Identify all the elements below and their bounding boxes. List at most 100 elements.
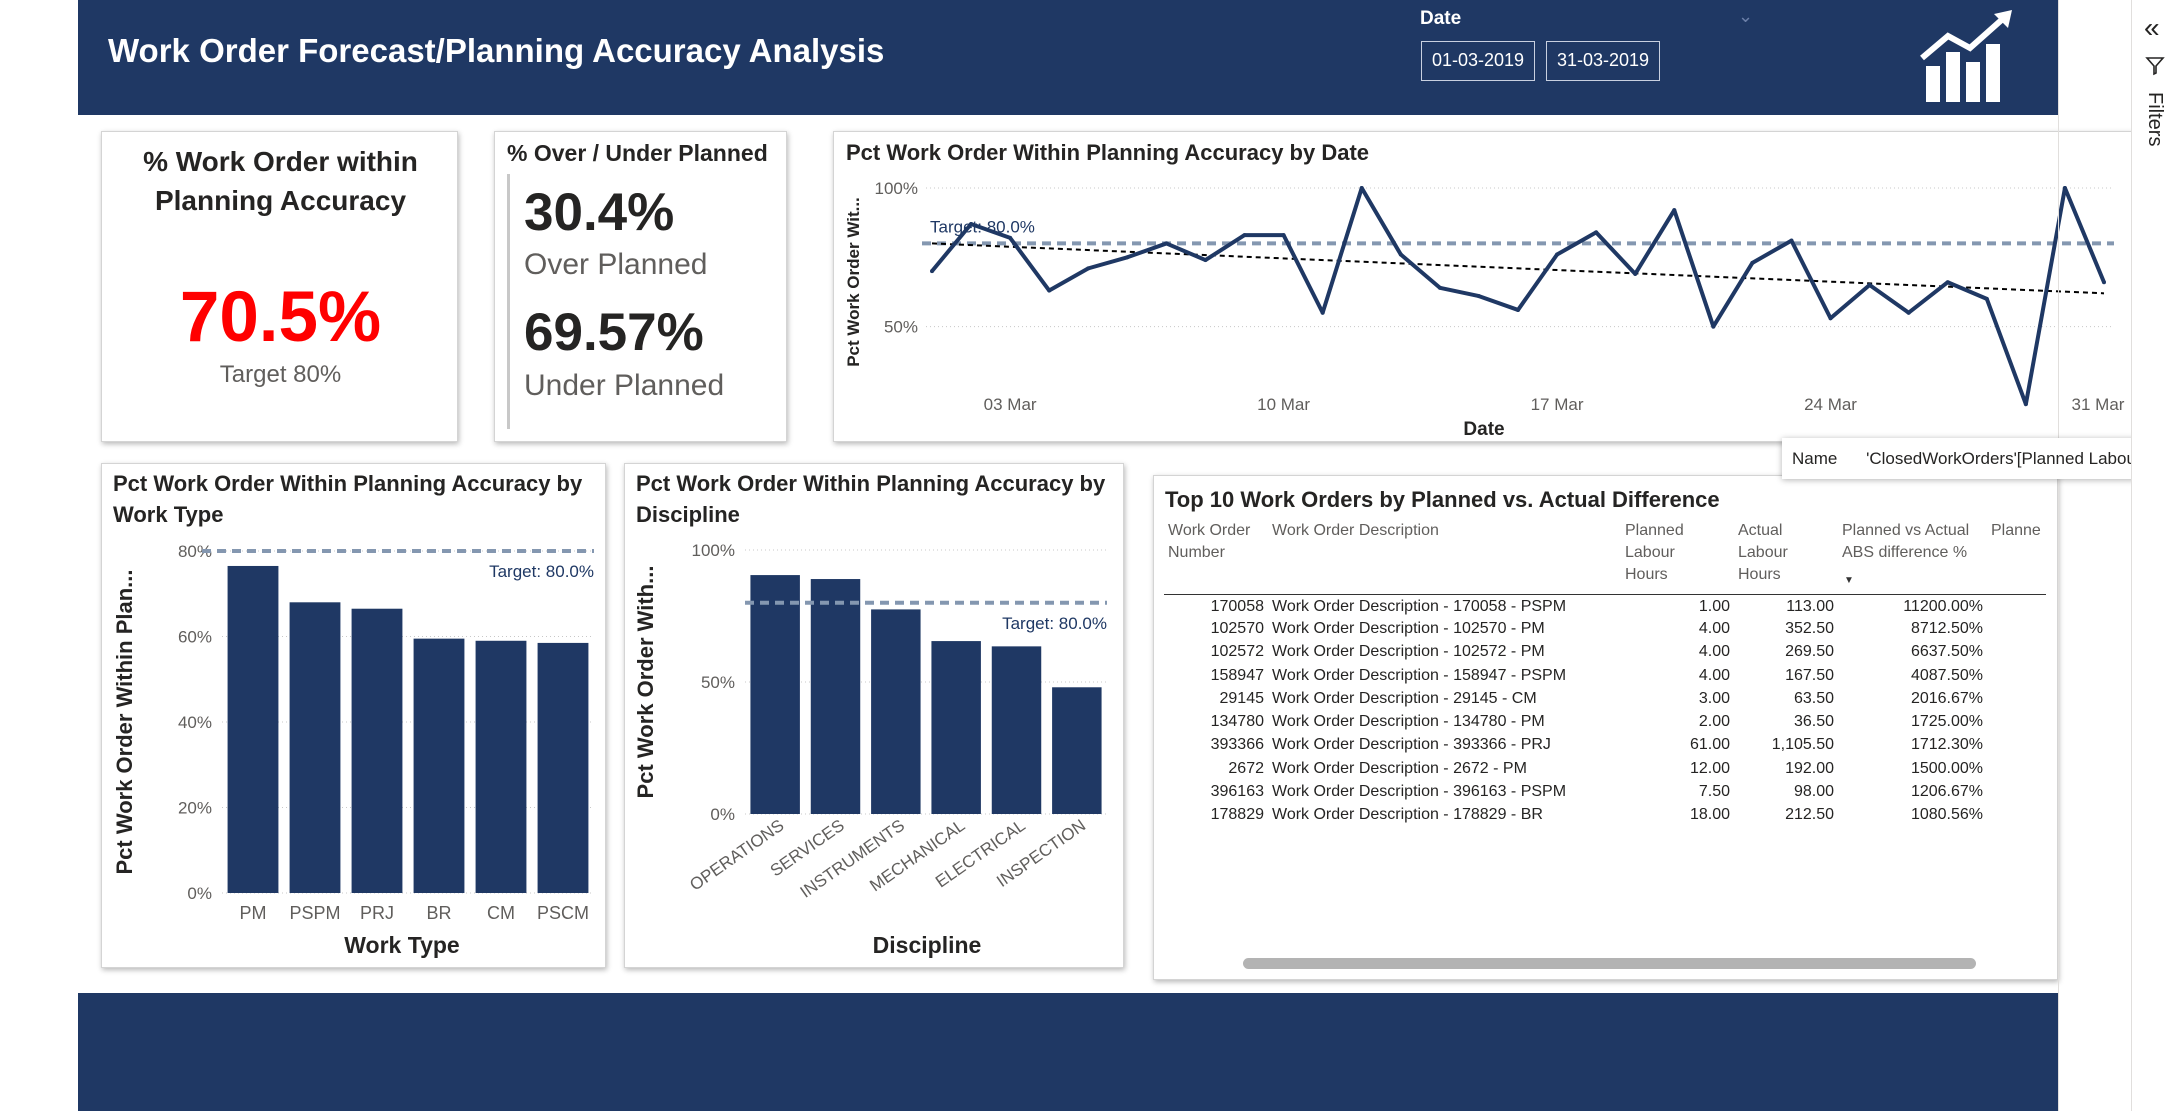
x-tick-label: 10 Mar	[1257, 395, 1310, 414]
table-cell: 18.00	[1689, 806, 1730, 824]
double-chevron-left-icon[interactable]: «	[2144, 12, 2160, 43]
table-cell: 352.50	[1785, 619, 1834, 637]
y-tick-label: 80%	[178, 542, 212, 561]
table-cell	[1987, 594, 2046, 617]
col-header-number[interactable]: Work Order Number	[1164, 518, 1268, 595]
table-row[interactable]: 134780 Work Order Description - 134780 - …	[1164, 710, 2046, 733]
data-point	[1476, 294, 1481, 299]
discipline-bar-chart[interactable]: 0%50%100%OPERATIONSSERVICESINSTRUMENTSME…	[625, 464, 1125, 969]
table-cell: Work Order Description - 396163 - PSPM	[1272, 783, 1567, 801]
table-row[interactable]: 396163 Work Order Description - 396163 - …	[1164, 780, 2046, 803]
table-row[interactable]: 2672 Work Order Description - 2672 - PM 12…	[1164, 757, 2046, 780]
table-cell	[1987, 780, 2046, 803]
x-tick-label: OPERATIONS	[686, 816, 787, 895]
over-planned-label: Over Planned	[524, 248, 708, 281]
x-tick-label: 24 Mar	[1804, 395, 1857, 414]
table-cell: 178829	[1210, 806, 1264, 824]
date-slicer-label: Date	[1420, 8, 1462, 29]
x-axis-title: Date	[1463, 419, 1504, 440]
chevron-down-icon[interactable]: ⌄	[1738, 6, 1754, 26]
over-planned-value: 30.4%	[524, 183, 675, 242]
line-chart-card[interactable]: Pct Work Order Within Planning Accuracy …	[833, 131, 2133, 442]
y-tick-label: 100%	[692, 541, 735, 560]
table-row[interactable]: 178829 Work Order Description - 178829 - …	[1164, 804, 2046, 827]
data-point	[1047, 288, 1052, 293]
table-cell: 98.00	[1793, 783, 1834, 801]
table-row[interactable]: 170058 Work Order Description - 170058 - …	[1164, 594, 2046, 617]
data-point	[2102, 280, 2106, 285]
over-under-card[interactable]: % Over / Under Planned 30.4% Over Planne…	[494, 131, 787, 442]
data-point	[1945, 280, 1950, 285]
tooltip-value: 'ClosedWorkOrders'[Planned Labour Ho	[1866, 449, 2169, 468]
table-cell: 2672	[1228, 759, 1264, 777]
worktype-bar-chart[interactable]: 0% 20% 40% 60% 80% PM PSPM PRJ BR CM PSCM Target: 8…	[102, 464, 607, 969]
bar	[413, 638, 465, 893]
table-cell	[1987, 641, 2046, 664]
worktype-chart-title: Pct Work Order Within Planning Accuracy …	[113, 471, 583, 527]
kpi-accuracy-card[interactable]: % Work Order within Planning Accuracy 70…	[101, 131, 458, 442]
table-horizontal-scrollbar[interactable]	[1243, 958, 1976, 969]
y-axis-title: Pct Work Order Wit...	[844, 197, 863, 367]
table-row[interactable]: 102570 Work Order Description - 102570 - …	[1164, 617, 2046, 640]
table-cell: 1,105.50	[1771, 736, 1834, 754]
col-header-description[interactable]: Work Order Description	[1268, 518, 1621, 595]
bar	[1052, 687, 1102, 814]
y-axis-title: Pct Work Order With...	[633, 566, 658, 799]
x-tick-label: INSTRUMENTS	[797, 816, 908, 902]
col-header-actual[interactable]: Actual Labour Hours	[1734, 518, 1838, 595]
top10-table-card[interactable]: Top 10 Work Orders by Planned vs. Actual…	[1153, 475, 2058, 980]
tooltip-key: Name	[1792, 449, 1838, 468]
table-cell: 29145	[1219, 689, 1265, 707]
discipline-chart-card[interactable]: Pct Work Order Within Planning Accuracy …	[624, 463, 1124, 968]
table-cell: Work Order Description - 102572 - PM	[1272, 643, 1545, 661]
report-title: Work Order Forecast/Planning Accuracy An…	[108, 32, 885, 69]
table-cell: 1725.00%	[1910, 713, 1983, 731]
col-header-difference[interactable]: Planned vs Actual ABS difference % ▼	[1838, 518, 1987, 595]
table-row[interactable]: 393366 Work Order Description - 393366 - …	[1164, 734, 2046, 757]
data-point	[1320, 310, 1325, 315]
table-cell: 4.00	[1698, 666, 1730, 684]
x-tick-label: PSCM	[537, 903, 589, 923]
table-row[interactable]: 158947 Work Order Description - 158947 - …	[1164, 664, 2046, 687]
table-cell: 170058	[1210, 597, 1264, 615]
data-point	[1906, 310, 1911, 315]
pane-divider	[2058, 0, 2059, 1111]
table-cell	[1987, 710, 2046, 733]
table-row[interactable]: 102572 Work Order Description - 102572 - …	[1164, 641, 2046, 664]
table-cell: Work Order Description - 102570 - PM	[1272, 619, 1545, 637]
table-cell: 2016.67%	[1910, 689, 1983, 707]
kpi-value: 70.5%	[179, 278, 382, 357]
table-cell: 2.00	[1698, 713, 1730, 731]
filters-label[interactable]: Filters	[2144, 92, 2166, 147]
funnel-icon[interactable]	[2145, 56, 2165, 76]
table-cell: 8712.50%	[1910, 619, 1983, 637]
table-title: Top 10 Work Orders by Planned vs. Actual…	[1165, 487, 1720, 512]
data-point	[1867, 283, 1872, 287]
col-header-planned[interactable]: Planned Labour Hours	[1621, 518, 1734, 595]
sort-descending-icon[interactable]: ▼	[1844, 574, 1854, 586]
data-point	[1125, 255, 1130, 260]
line-chart-title: Pct Work Order Within Planning Accuracy …	[846, 140, 1370, 165]
col-header-planned-cut[interactable]: Planne	[1987, 518, 2046, 595]
y-tick-label: 60%	[178, 628, 212, 647]
table-cell: Work Order Description - 134780 - PM	[1272, 713, 1545, 731]
x-tick-label: BR	[426, 903, 451, 923]
table-row[interactable]: 29145 Work Order Description - 29145 - CM…	[1164, 687, 2046, 710]
filters-pane[interactable]: « Filters	[2131, 0, 2184, 1111]
date-start-input[interactable]: 01-03-2019	[1421, 41, 1535, 81]
report-page: Work Order Forecast/Planning Accuracy An…	[78, 0, 2133, 1111]
table-cell	[1987, 804, 2046, 827]
top10-table: Work Order Number Work Order Description …	[1164, 518, 2046, 827]
table-cell	[1987, 687, 2046, 710]
worktype-chart-card[interactable]: Pct Work Order Within Planning Accuracy …	[101, 463, 606, 968]
bar	[475, 640, 527, 893]
line-chart[interactable]: 100%50%Target: 80.0%03 Mar 10 Mar 17 Mar 24…	[834, 132, 2134, 443]
table-header-row: Work Order Number Work Order Description …	[1164, 518, 2046, 595]
table-cell: Work Order Description - 178829 - BR	[1272, 806, 1543, 824]
table-cell: 4087.50%	[1910, 666, 1983, 684]
x-tick-label: 17 Mar	[1531, 395, 1584, 414]
table-cell: 212.50	[1785, 806, 1834, 824]
date-end-input[interactable]: 31-03-2019	[1546, 41, 1660, 81]
kpi-title-line2: Planning Accuracy	[154, 185, 407, 216]
data-point	[1437, 285, 1442, 290]
